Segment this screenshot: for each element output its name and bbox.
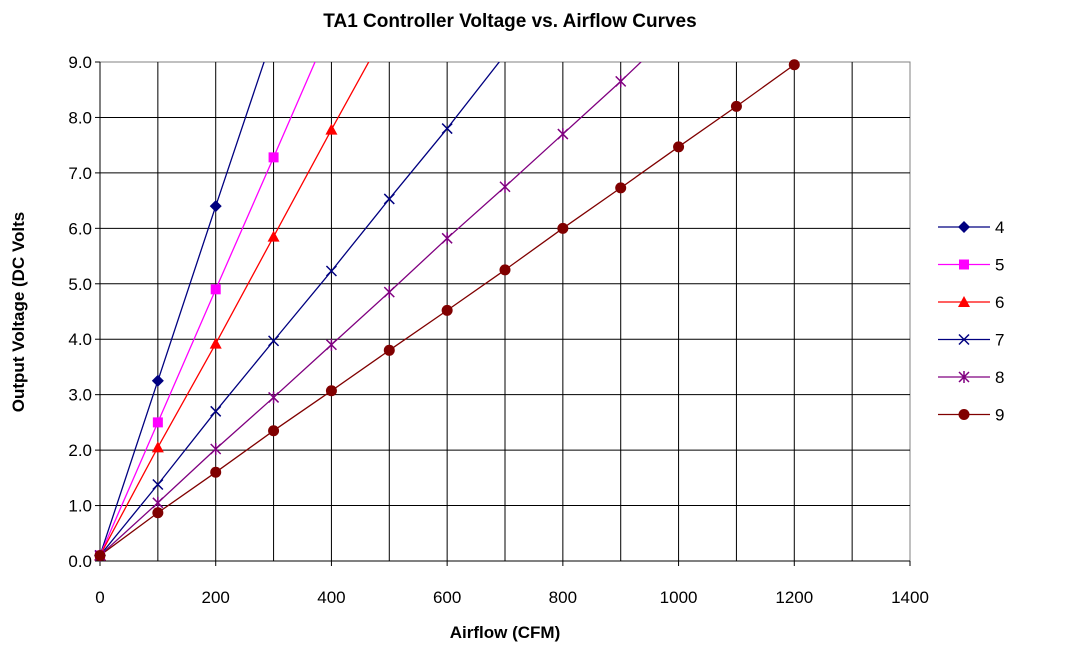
legend-label-4: 4	[995, 218, 1004, 237]
series-6-point	[267, 230, 280, 242]
series-7-line	[100, 62, 501, 556]
x-tick-label: 800	[549, 588, 577, 607]
y-tick-label: 3.0	[68, 386, 92, 405]
series-7-point	[268, 335, 280, 347]
y-tick-label: 1.0	[68, 497, 92, 516]
series-8-point	[557, 128, 569, 141]
series-markers	[94, 59, 800, 562]
series-9-point	[268, 425, 280, 437]
x-axis-title: Airflow (CFM)	[450, 623, 560, 642]
legend-label-7: 7	[995, 331, 1004, 350]
series-9-point	[325, 385, 337, 397]
legend-marker-6	[958, 296, 970, 307]
y-axis-title: Output Voltage (DC Volts	[9, 212, 28, 413]
legend-label-6: 6	[995, 293, 1004, 312]
legend-label-5: 5	[995, 256, 1004, 275]
series-7-point	[383, 193, 395, 205]
legend-marker-9	[958, 409, 970, 420]
x-tick-label: 200	[202, 588, 230, 607]
series-6-point	[209, 337, 222, 349]
series-8-point	[499, 180, 511, 193]
legend: 4 5 6 7 8 9	[938, 218, 1004, 425]
axes: 0.0 1.0 2.0 3.0 4.0 5.0 6.0 7.0 8.0 9.0 0 200 400 600…	[68, 53, 929, 607]
series-9-point	[383, 344, 395, 356]
series-9-point	[788, 59, 800, 71]
series-8-point	[325, 338, 337, 351]
series-8-point	[383, 286, 395, 299]
series-5-point	[210, 284, 221, 295]
y-tick-label: 4.0	[68, 330, 92, 349]
y-tick-label: 8.0	[68, 108, 92, 127]
legend-marker-7	[958, 333, 970, 346]
y-tick-label: 6.0	[68, 219, 92, 238]
series-6-line	[100, 62, 370, 556]
y-tick-label: 0.0	[68, 552, 92, 571]
series-8-point	[268, 391, 280, 404]
x-tick-label: 400	[317, 588, 345, 607]
series-9-point	[152, 507, 164, 519]
series-9-line	[100, 62, 799, 556]
x-tick-label: 1000	[660, 588, 698, 607]
x-tick-label: 0	[95, 588, 104, 607]
series-9-point	[94, 549, 106, 561]
series-5-point	[152, 417, 163, 428]
series-8-point	[210, 443, 222, 456]
series-4-point	[209, 200, 222, 213]
series-4-line	[100, 62, 265, 556]
x-tick-label: 1400	[891, 588, 929, 607]
legend-label-8: 8	[995, 368, 1004, 387]
x-tick-label: 1200	[775, 588, 813, 607]
legend-marker-5	[959, 259, 969, 270]
series-7-point	[325, 265, 337, 277]
series-8-point	[615, 75, 627, 88]
series-9-point	[615, 182, 627, 194]
series-6-point	[151, 441, 164, 453]
series-9-point	[730, 100, 742, 112]
series-7-point	[210, 405, 222, 417]
y-tick-label: 5.0	[68, 275, 92, 294]
series-6-point	[325, 123, 338, 135]
series-9-point	[557, 222, 569, 234]
legend-label-9: 9	[995, 406, 1004, 425]
series-8-point	[152, 496, 164, 509]
series-7-point	[441, 123, 453, 135]
series-9-point	[441, 304, 453, 316]
y-tick-label: 2.0	[68, 441, 92, 460]
series-9-point	[210, 466, 222, 478]
chart-title: TA1 Controller Voltage vs. Airflow Curve…	[323, 11, 696, 32]
series-4-point	[151, 374, 164, 387]
series-5-point	[268, 152, 279, 163]
series-9-point	[673, 141, 685, 153]
series-7-point	[152, 478, 164, 491]
x-tick-label: 600	[433, 588, 461, 607]
legend-marker-4	[958, 221, 970, 233]
y-tick-label: 7.0	[68, 164, 92, 183]
legend-marker-8	[958, 371, 970, 383]
series-9-point	[499, 264, 511, 276]
series-8-point	[441, 232, 453, 245]
y-tick-label: 9.0	[68, 53, 92, 72]
